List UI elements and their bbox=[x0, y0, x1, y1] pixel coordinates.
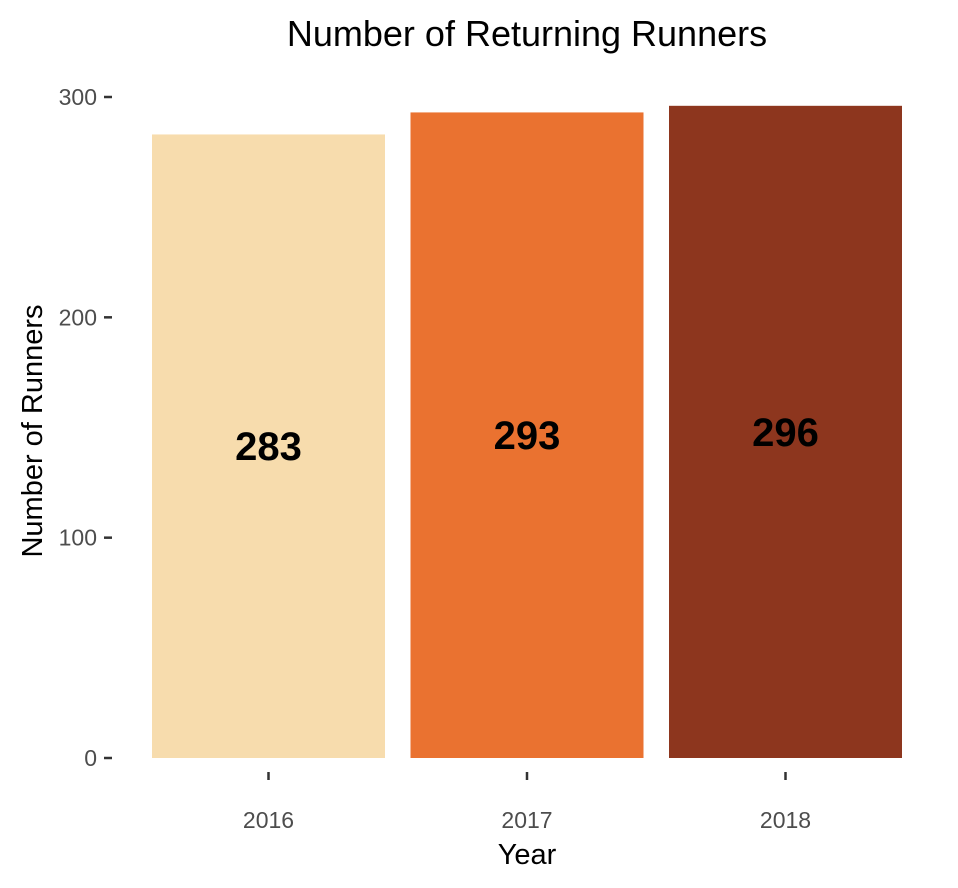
x-axis: 2016 2017 2018 bbox=[243, 772, 811, 833]
y-tick-label: 100 bbox=[59, 525, 97, 551]
bar bbox=[669, 105, 902, 758]
bar-value-label: 296 bbox=[752, 411, 819, 455]
x-axis-title: Year bbox=[498, 839, 557, 871]
bars: 283 293 296 bbox=[152, 105, 902, 758]
y-tick-label: 0 bbox=[84, 745, 97, 771]
bar-value-label: 283 bbox=[235, 425, 302, 469]
x-tick-label: 2018 bbox=[760, 807, 811, 833]
x-tick-label: 2017 bbox=[501, 807, 552, 833]
bar bbox=[410, 112, 644, 758]
bar-value-label: 293 bbox=[494, 414, 561, 458]
bar bbox=[152, 134, 385, 758]
y-tick-label: 200 bbox=[59, 304, 97, 330]
x-tick-label: 2016 bbox=[243, 807, 294, 833]
chart-title: Number of Returning Runners bbox=[287, 13, 767, 54]
y-axis: 0 100 200 300 bbox=[59, 84, 112, 771]
y-axis-title: Number of Runners bbox=[17, 304, 49, 557]
y-tick-label: 300 bbox=[59, 84, 97, 110]
